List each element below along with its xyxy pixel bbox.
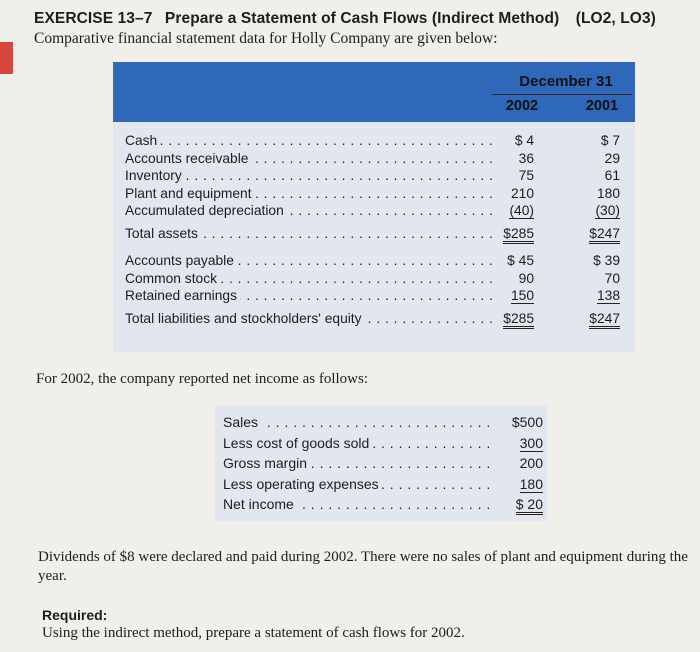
exercise-code: EXERCISE 13–7 xyxy=(34,10,153,27)
value-2001: $ 7 xyxy=(600,133,620,148)
table-row-gross-margin: Gross margin 200 xyxy=(223,453,543,474)
row-label: Net income xyxy=(223,496,297,512)
row-label: Retained earnings xyxy=(125,288,240,303)
value-2001: $247 xyxy=(589,310,620,329)
value-2001: 180 xyxy=(596,185,620,201)
row-value: 180 xyxy=(519,475,543,493)
row-label: Sales xyxy=(223,414,262,430)
row-label: Cash xyxy=(125,133,161,148)
exercise-header: EXERCISE 13–7 Prepare a Statement of Cas… xyxy=(34,10,680,48)
row-value: 200 xyxy=(519,455,543,471)
value-2002: $ 45 xyxy=(507,253,534,268)
value-2002: 75 xyxy=(518,168,534,183)
row-value: $ 20 xyxy=(515,496,543,515)
row-value: 300 xyxy=(519,434,543,452)
value-2001: $ 39 xyxy=(593,253,620,268)
value-2002: $285 xyxy=(503,310,534,329)
table-row-common-stock: Common stock 90 70 xyxy=(125,270,625,288)
learning-objectives: (LO2, LO3) xyxy=(575,10,656,27)
row-label: Accounts payable xyxy=(125,253,237,268)
row-label: Total assets xyxy=(125,225,201,241)
value-2002: $ 4 xyxy=(514,133,534,148)
row-label: Accounts receivable xyxy=(125,150,252,166)
row-label: Accumulated depreciation xyxy=(125,203,287,218)
required-heading: Required: xyxy=(42,607,108,623)
exercise-heading: EXERCISE 13–7 Prepare a Statement of Cas… xyxy=(34,10,680,28)
row-value: $500 xyxy=(511,414,543,430)
value-2001: 70 xyxy=(604,270,620,286)
table-row-operating-expenses: Less operating expenses 180 xyxy=(223,474,543,495)
value-2002: 150 xyxy=(510,288,534,304)
column-heading-2002: 2002 xyxy=(505,98,539,114)
table-row-accounts-receivable: Accounts receivable 36 29 xyxy=(125,150,625,168)
balance-sheet-header: December 31 2002 2001 xyxy=(113,62,635,122)
table-row-accounts-payable: Accounts payable $ 45 $ 39 xyxy=(125,252,625,270)
table-row-cash: Cash $ 4 $ 7 xyxy=(125,132,625,150)
value-2001: (30) xyxy=(595,203,620,219)
exercise-title: Prepare a Statement of Cash Flows (Indir… xyxy=(164,10,560,27)
value-2001: 138 xyxy=(596,288,620,304)
row-label: Total liabilities and stockholders' equi… xyxy=(125,310,365,326)
table-row-total-assets: Total assets $285 $247 xyxy=(125,225,625,244)
required-text: Using the indirect method, prepare a sta… xyxy=(42,625,465,641)
exercise-subtitle: Comparative financial statement data for… xyxy=(34,30,498,47)
value-2002: $285 xyxy=(503,225,534,244)
value-2002: 210 xyxy=(510,185,534,201)
table-row-cost-of-goods-sold: Less cost of goods sold 300 xyxy=(223,433,543,454)
row-label: Less operating expenses xyxy=(223,475,382,492)
value-2002: (40) xyxy=(509,203,534,219)
table-row-accumulated-depreciation: Accumulated depreciation (40) (30) xyxy=(125,202,625,220)
table-row-total-liabilities-equity: Total liabilities and stockholders' equi… xyxy=(125,310,625,329)
column-group-heading: December 31 xyxy=(519,73,613,90)
income-intro-text: For 2002, the company reported net incom… xyxy=(36,371,369,387)
table-row-sales: Sales $500 xyxy=(223,412,543,433)
value-2002: 36 xyxy=(518,150,534,166)
income-statement-table: Sales $500 Less cost of goods sold 300 G… xyxy=(215,405,547,521)
value-2001: 29 xyxy=(604,150,620,166)
chapter-marker-bar xyxy=(0,42,13,74)
column-heading-2001: 2001 xyxy=(585,98,619,114)
row-label: Inventory xyxy=(125,168,185,183)
dividends-note: Dividends of $8 were declared and paid d… xyxy=(38,549,688,584)
row-label: Common stock xyxy=(125,270,221,286)
value-2001: 61 xyxy=(604,168,620,183)
table-row-retained-earnings: Retained earnings 150 138 xyxy=(125,287,625,305)
balance-sheet-table: December 31 2002 2001 Cash $ 4 $ 7 Accou… xyxy=(113,62,635,352)
value-2001: $247 xyxy=(589,225,620,244)
header-rule xyxy=(492,94,632,95)
table-row-inventory: Inventory 75 61 xyxy=(125,167,625,185)
row-label: Plant and equipment xyxy=(125,185,255,201)
value-2002: 90 xyxy=(518,270,534,286)
row-label: Less cost of goods sold xyxy=(223,434,373,451)
table-row-plant-equipment: Plant and equipment 210 180 xyxy=(125,185,625,203)
table-row-net-income: Net income $ 20 xyxy=(223,494,543,515)
row-label: Gross margin xyxy=(223,455,311,471)
